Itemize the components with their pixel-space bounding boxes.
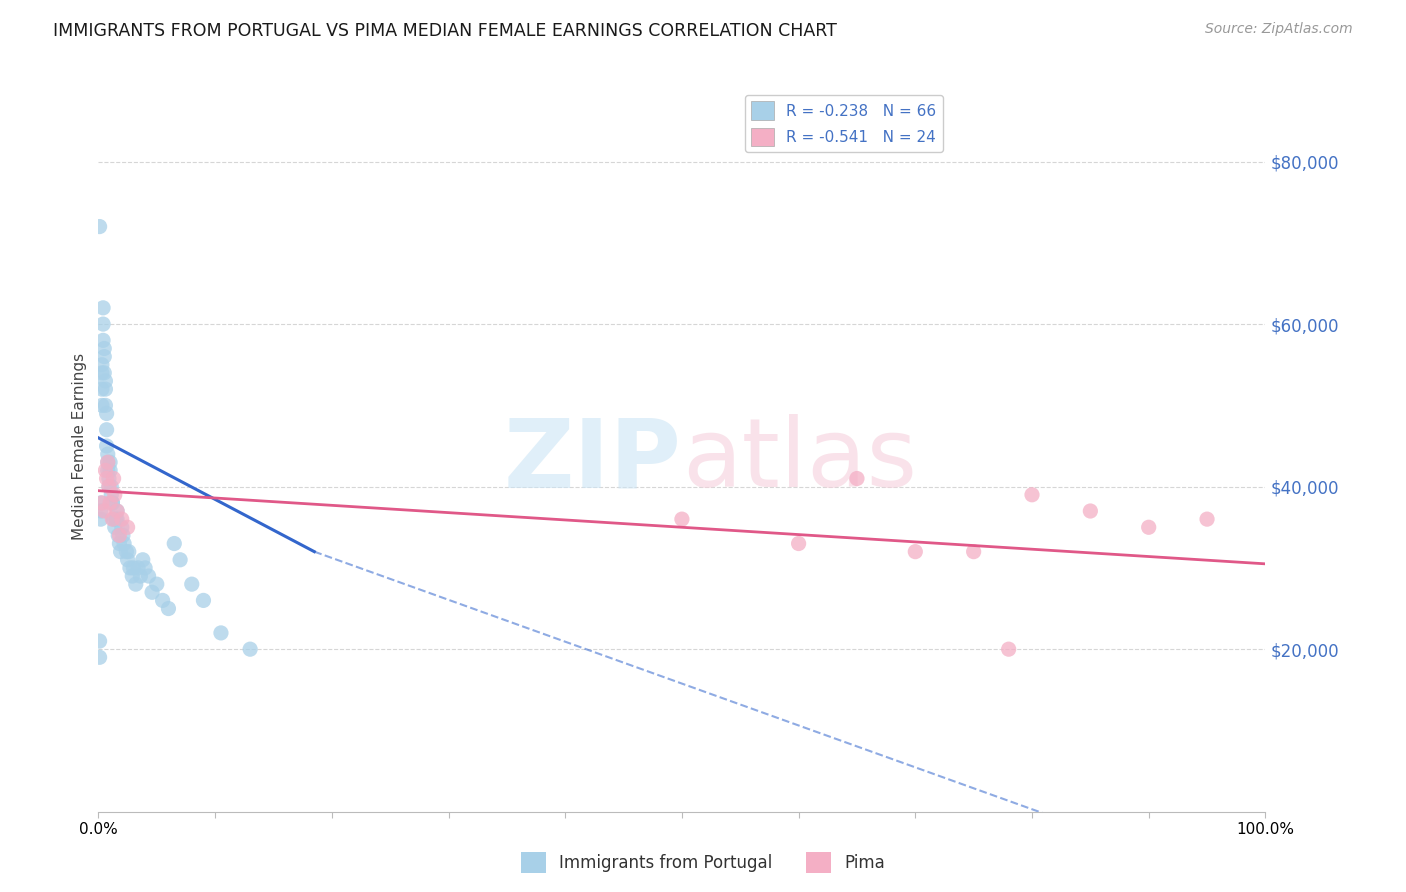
Point	[129, 569, 152, 583]
Point	[96, 423, 118, 437]
Point	[101, 496, 124, 510]
Point	[93, 350, 115, 364]
Point	[101, 512, 124, 526]
Point	[122, 561, 145, 575]
Point	[90, 504, 112, 518]
Point	[89, 219, 111, 234]
Point	[105, 504, 128, 518]
Point	[1137, 520, 1160, 534]
Point	[1021, 488, 1043, 502]
Point	[97, 447, 120, 461]
Point	[104, 520, 127, 534]
Point	[94, 398, 117, 412]
Point	[146, 577, 169, 591]
Point	[91, 317, 114, 331]
Point	[110, 544, 132, 558]
Point	[107, 528, 129, 542]
Point	[97, 471, 120, 485]
Point	[118, 544, 141, 558]
Point	[103, 471, 125, 485]
Point	[1195, 512, 1218, 526]
Point	[97, 455, 120, 469]
Point	[108, 536, 131, 550]
Point	[997, 642, 1019, 657]
Legend: R = -0.238   N = 66, R = -0.541   N = 24: R = -0.238 N = 66, R = -0.541 N = 24	[745, 95, 942, 153]
Point	[209, 626, 232, 640]
Point	[96, 407, 118, 421]
Point	[157, 601, 180, 615]
Point	[97, 480, 120, 494]
Point	[169, 553, 191, 567]
Point	[97, 480, 120, 494]
Point	[904, 544, 927, 558]
Point	[846, 471, 869, 485]
Point	[97, 463, 120, 477]
Point	[90, 512, 112, 526]
Point	[94, 463, 117, 477]
Point	[1080, 504, 1102, 518]
Point	[104, 512, 127, 526]
Point	[117, 520, 139, 534]
Point	[118, 561, 141, 575]
Point	[141, 585, 163, 599]
Point	[121, 569, 143, 583]
Point	[163, 536, 186, 550]
Point	[90, 358, 112, 372]
Point	[105, 504, 128, 518]
Point	[127, 561, 149, 575]
Point	[90, 496, 112, 510]
Point	[90, 382, 112, 396]
Point	[100, 480, 122, 494]
Text: Source: ZipAtlas.com: Source: ZipAtlas.com	[1205, 22, 1353, 37]
Point	[89, 634, 111, 648]
Point	[91, 301, 114, 315]
Point	[94, 382, 117, 396]
Legend: Immigrants from Portugal, Pima: Immigrants from Portugal, Pima	[515, 846, 891, 880]
Point	[108, 528, 131, 542]
Point	[98, 463, 121, 477]
Point	[111, 528, 134, 542]
Point	[105, 512, 128, 526]
Point	[98, 455, 121, 469]
Point	[90, 398, 112, 412]
Y-axis label: Median Female Earnings: Median Female Earnings	[72, 352, 87, 540]
Point	[132, 553, 155, 567]
Point	[115, 544, 138, 558]
Point	[125, 577, 148, 591]
Point	[103, 512, 125, 526]
Point	[138, 569, 160, 583]
Point	[112, 536, 135, 550]
Point	[100, 488, 122, 502]
Point	[152, 593, 174, 607]
Point	[93, 342, 115, 356]
Point	[111, 520, 134, 534]
Point	[96, 471, 118, 485]
Point	[180, 577, 202, 591]
Point	[239, 642, 262, 657]
Point	[193, 593, 215, 607]
Point	[96, 439, 118, 453]
Point	[91, 334, 114, 348]
Point	[90, 496, 112, 510]
Text: atlas: atlas	[682, 414, 917, 508]
Point	[97, 455, 120, 469]
Point	[90, 366, 112, 380]
Point	[89, 650, 111, 665]
Point	[93, 504, 115, 518]
Point	[101, 496, 124, 510]
Point	[962, 544, 984, 558]
Point	[117, 553, 139, 567]
Point	[98, 496, 121, 510]
Point	[93, 366, 115, 380]
Point	[134, 561, 156, 575]
Point	[111, 512, 134, 526]
Point	[104, 488, 127, 502]
Point	[94, 374, 117, 388]
Point	[671, 512, 693, 526]
Point	[787, 536, 810, 550]
Text: IMMIGRANTS FROM PORTUGAL VS PIMA MEDIAN FEMALE EARNINGS CORRELATION CHART: IMMIGRANTS FROM PORTUGAL VS PIMA MEDIAN …	[53, 22, 838, 40]
Text: ZIP: ZIP	[503, 414, 682, 508]
